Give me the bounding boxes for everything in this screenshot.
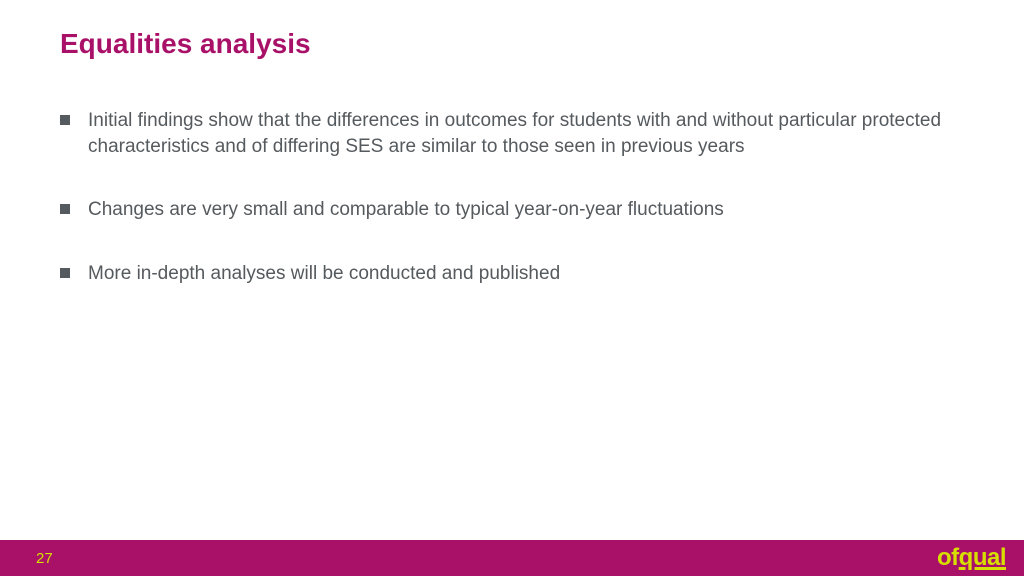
bullet-item: Initial findings show that the differenc… [60, 108, 964, 159]
slide-container: Equalities analysis Initial findings sho… [0, 0, 1024, 576]
page-number: 27 [36, 550, 53, 567]
logo-of-text: of [937, 544, 959, 572]
bullet-item: More in-depth analyses will be conducted… [60, 261, 964, 287]
bullet-text: More in-depth analyses will be conducted… [88, 263, 560, 284]
bullet-item: Changes are very small and comparable to… [60, 197, 964, 223]
bullet-text: Initial findings show that the differenc… [88, 110, 941, 157]
square-bullet-icon [60, 268, 70, 278]
bullet-list: Initial findings show that the differenc… [60, 108, 964, 325]
footer-bar: 27 ofqual [0, 540, 1024, 576]
square-bullet-icon [60, 204, 70, 214]
bullet-text: Changes are very small and comparable to… [88, 199, 724, 220]
slide-title: Equalities analysis [60, 28, 311, 60]
logo-qual-text: qual [959, 544, 1006, 572]
square-bullet-icon [60, 115, 70, 125]
ofqual-logo: ofqual [937, 544, 1006, 572]
